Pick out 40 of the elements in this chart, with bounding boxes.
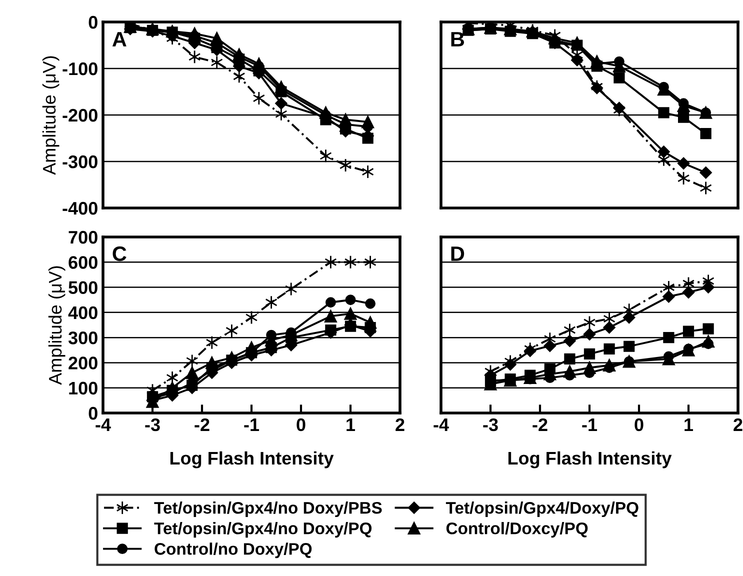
y-tick-label: -100 bbox=[62, 62, 98, 76]
legend-label: Tet/opsin/Gpx4/no Doxy/PQ bbox=[154, 522, 372, 538]
legend-label: Control/no Doxy/PQ bbox=[154, 542, 312, 558]
annotation: B bbox=[451, 32, 464, 46]
x-tick-label: 1 bbox=[346, 418, 356, 431]
x-tick-label: -2 bbox=[532, 418, 548, 431]
x-tick-label: 2 bbox=[734, 418, 742, 431]
y-tick-label: -300 bbox=[62, 155, 98, 168]
y-tick-label: 700 bbox=[68, 230, 98, 244]
x-axis-title: Log Flash Intensity bbox=[170, 451, 334, 468]
x-tick-label: 2 bbox=[396, 418, 404, 431]
x-tick-label: 1 bbox=[684, 418, 694, 431]
y-tick-label: -400 bbox=[62, 202, 98, 215]
x-axis-title: Log Flash Intensity bbox=[508, 451, 672, 468]
x-tick-label: -1 bbox=[244, 418, 260, 431]
y-axis-title: Amplitude (μV) bbox=[42, 56, 60, 175]
y-axis-title: Amplitude (μV) bbox=[48, 266, 66, 385]
legend-label: Control/Doxcy/PQ bbox=[446, 522, 588, 538]
x-tick-label: -3 bbox=[483, 418, 498, 432]
x-tick-label: 0 bbox=[634, 418, 644, 432]
legend-label: Tet/opsin/Gpx4/no Doxy/PBS bbox=[154, 502, 382, 518]
y-tick-label: 500 bbox=[68, 281, 98, 294]
x-tick-label: -4 bbox=[96, 418, 111, 431]
y-tick-label: 200 bbox=[68, 356, 98, 370]
legend-label: Tet/opsin/Gpx4/Doxy/PQ bbox=[446, 502, 638, 518]
x-tick-label: -2 bbox=[194, 418, 210, 431]
annotation: C bbox=[112, 246, 126, 262]
x-tick-label: -3 bbox=[145, 418, 160, 432]
annotation: D bbox=[451, 246, 464, 261]
x-tick-label: -1 bbox=[582, 418, 598, 431]
y-tick-label: 100 bbox=[69, 382, 98, 395]
y-tick-label: 600 bbox=[68, 256, 98, 269]
y-tick-label: 300 bbox=[68, 332, 98, 344]
annotation: A bbox=[112, 32, 126, 46]
x-tick-label: 0 bbox=[296, 418, 306, 432]
y-tick-label: 0 bbox=[88, 16, 98, 29]
y-tick-label: -200 bbox=[62, 108, 98, 122]
y-tick-label: 0 bbox=[88, 406, 98, 420]
y-tick-label: 400 bbox=[68, 306, 98, 320]
x-tick-label: -4 bbox=[434, 418, 449, 431]
